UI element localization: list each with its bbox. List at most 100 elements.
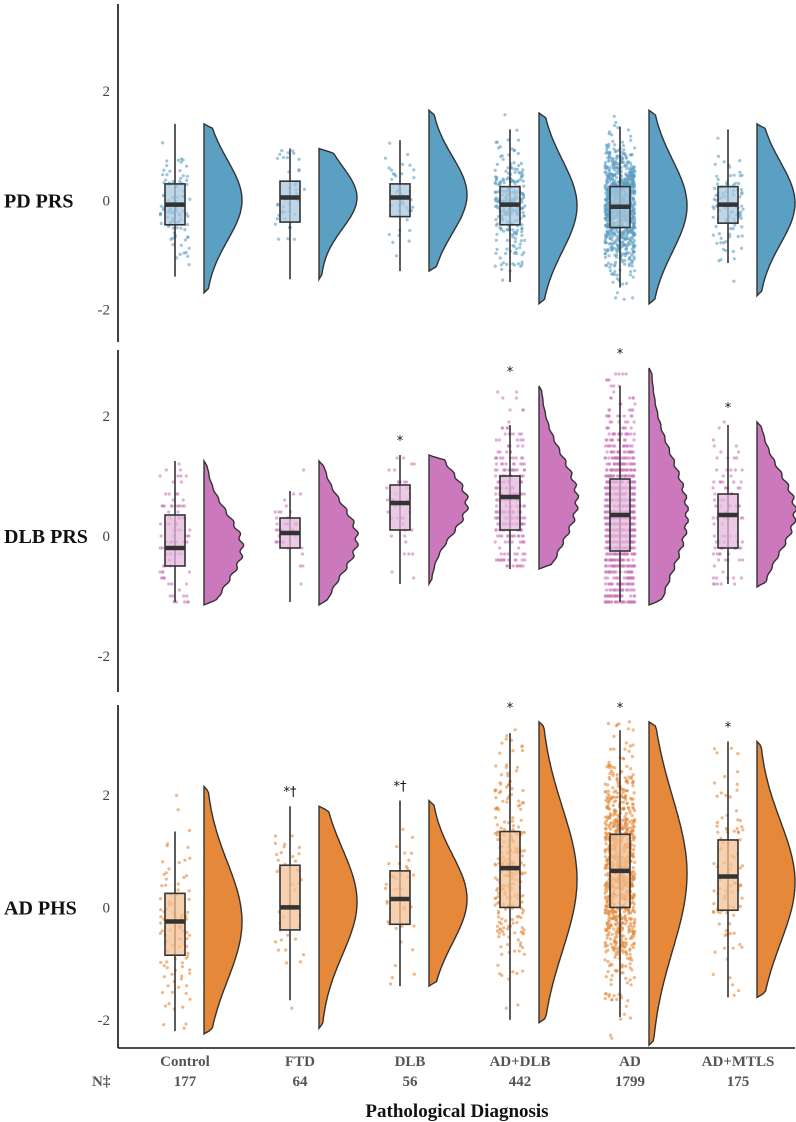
- data-point: [715, 182, 720, 186]
- data-point: [627, 450, 632, 454]
- data-point: [394, 926, 398, 931]
- data-point: [160, 929, 164, 933]
- data-point: [623, 420, 628, 424]
- data-point: [387, 468, 391, 472]
- data-point: [501, 278, 505, 282]
- data-point: [614, 953, 618, 957]
- data-point: [171, 594, 175, 598]
- data-point: [517, 170, 521, 174]
- data-point: [714, 504, 718, 508]
- data-point: [496, 901, 500, 905]
- data-point: [616, 468, 620, 472]
- data-point: [631, 900, 635, 904]
- data-point: [604, 847, 608, 851]
- data-point: [624, 964, 628, 968]
- data-point: [615, 723, 619, 727]
- data-point: [158, 522, 163, 526]
- data-point: [187, 570, 191, 574]
- data-point: [620, 140, 625, 144]
- data-point: [621, 260, 625, 264]
- data-point: [632, 924, 636, 928]
- data-point: [740, 225, 744, 229]
- data-point: [729, 227, 733, 231]
- data-point: [522, 184, 526, 188]
- data-point: [614, 789, 618, 793]
- data-point: [614, 233, 618, 237]
- data-point: [632, 438, 636, 442]
- data-point: [412, 576, 416, 580]
- data-point: [712, 534, 717, 538]
- data-point: [633, 244, 637, 248]
- data-point: [159, 534, 163, 538]
- data-point: [717, 232, 722, 236]
- data-point: [522, 830, 526, 835]
- data-point: [505, 564, 509, 568]
- data-point: [622, 817, 627, 822]
- data-point: [167, 1002, 171, 1006]
- data-point: [608, 130, 612, 134]
- data-point: [617, 372, 621, 376]
- data-point: [500, 917, 504, 921]
- data-point: [390, 570, 394, 574]
- data-point: [626, 999, 630, 1003]
- data-point: [737, 989, 741, 993]
- data-point: [611, 432, 615, 436]
- data-point: [629, 134, 633, 138]
- box: [389, 183, 411, 218]
- data-point: [273, 222, 277, 226]
- data-point: [613, 241, 618, 245]
- data-point: [631, 486, 635, 490]
- data-point: [604, 883, 608, 887]
- data-point: [633, 269, 637, 273]
- data-point: [610, 438, 614, 442]
- data-point: [633, 169, 637, 173]
- data-point: [603, 558, 608, 562]
- data-point: [161, 141, 165, 145]
- data-point: [286, 933, 290, 937]
- data-point: [603, 252, 608, 256]
- data-point: [521, 801, 526, 805]
- data-point: [625, 956, 630, 960]
- data-point: [518, 246, 522, 250]
- data-point: [607, 242, 612, 246]
- group-control: [158, 122, 243, 295]
- data-point: [516, 138, 521, 142]
- data-point: [608, 408, 612, 412]
- data-point: [712, 747, 717, 751]
- data-point: [494, 498, 499, 502]
- n-label: N‡: [92, 1074, 111, 1090]
- data-point: [610, 248, 614, 252]
- data-point: [629, 767, 633, 771]
- data-point: [621, 807, 625, 811]
- data-point: [605, 594, 609, 598]
- data-point: [408, 163, 412, 167]
- data-point: [297, 157, 301, 161]
- data-point: [506, 166, 510, 170]
- data-point: [506, 771, 510, 776]
- data-point: [614, 552, 618, 556]
- data-point: [159, 221, 163, 226]
- data-point: [738, 942, 742, 947]
- data-point: [740, 234, 744, 238]
- data-point: [732, 913, 736, 917]
- data-point: [158, 213, 162, 217]
- data-point: [175, 226, 179, 230]
- data-point: [520, 260, 524, 264]
- data-point: [520, 872, 525, 876]
- data-point: [498, 180, 502, 184]
- data-point: [180, 974, 184, 978]
- data-point: [609, 747, 613, 751]
- data-point: [605, 908, 610, 912]
- data-point: [520, 926, 524, 930]
- data-point: [732, 931, 736, 935]
- data-point: [169, 237, 173, 241]
- data-point: [723, 774, 727, 779]
- n-count-label: 1799: [615, 1074, 645, 1090]
- data-point: [614, 941, 618, 945]
- data-point: [495, 222, 499, 226]
- data-point: [159, 204, 163, 208]
- data-point: [605, 528, 609, 532]
- data-point: [610, 932, 614, 936]
- data-point: [631, 866, 635, 870]
- data-point: [505, 450, 509, 454]
